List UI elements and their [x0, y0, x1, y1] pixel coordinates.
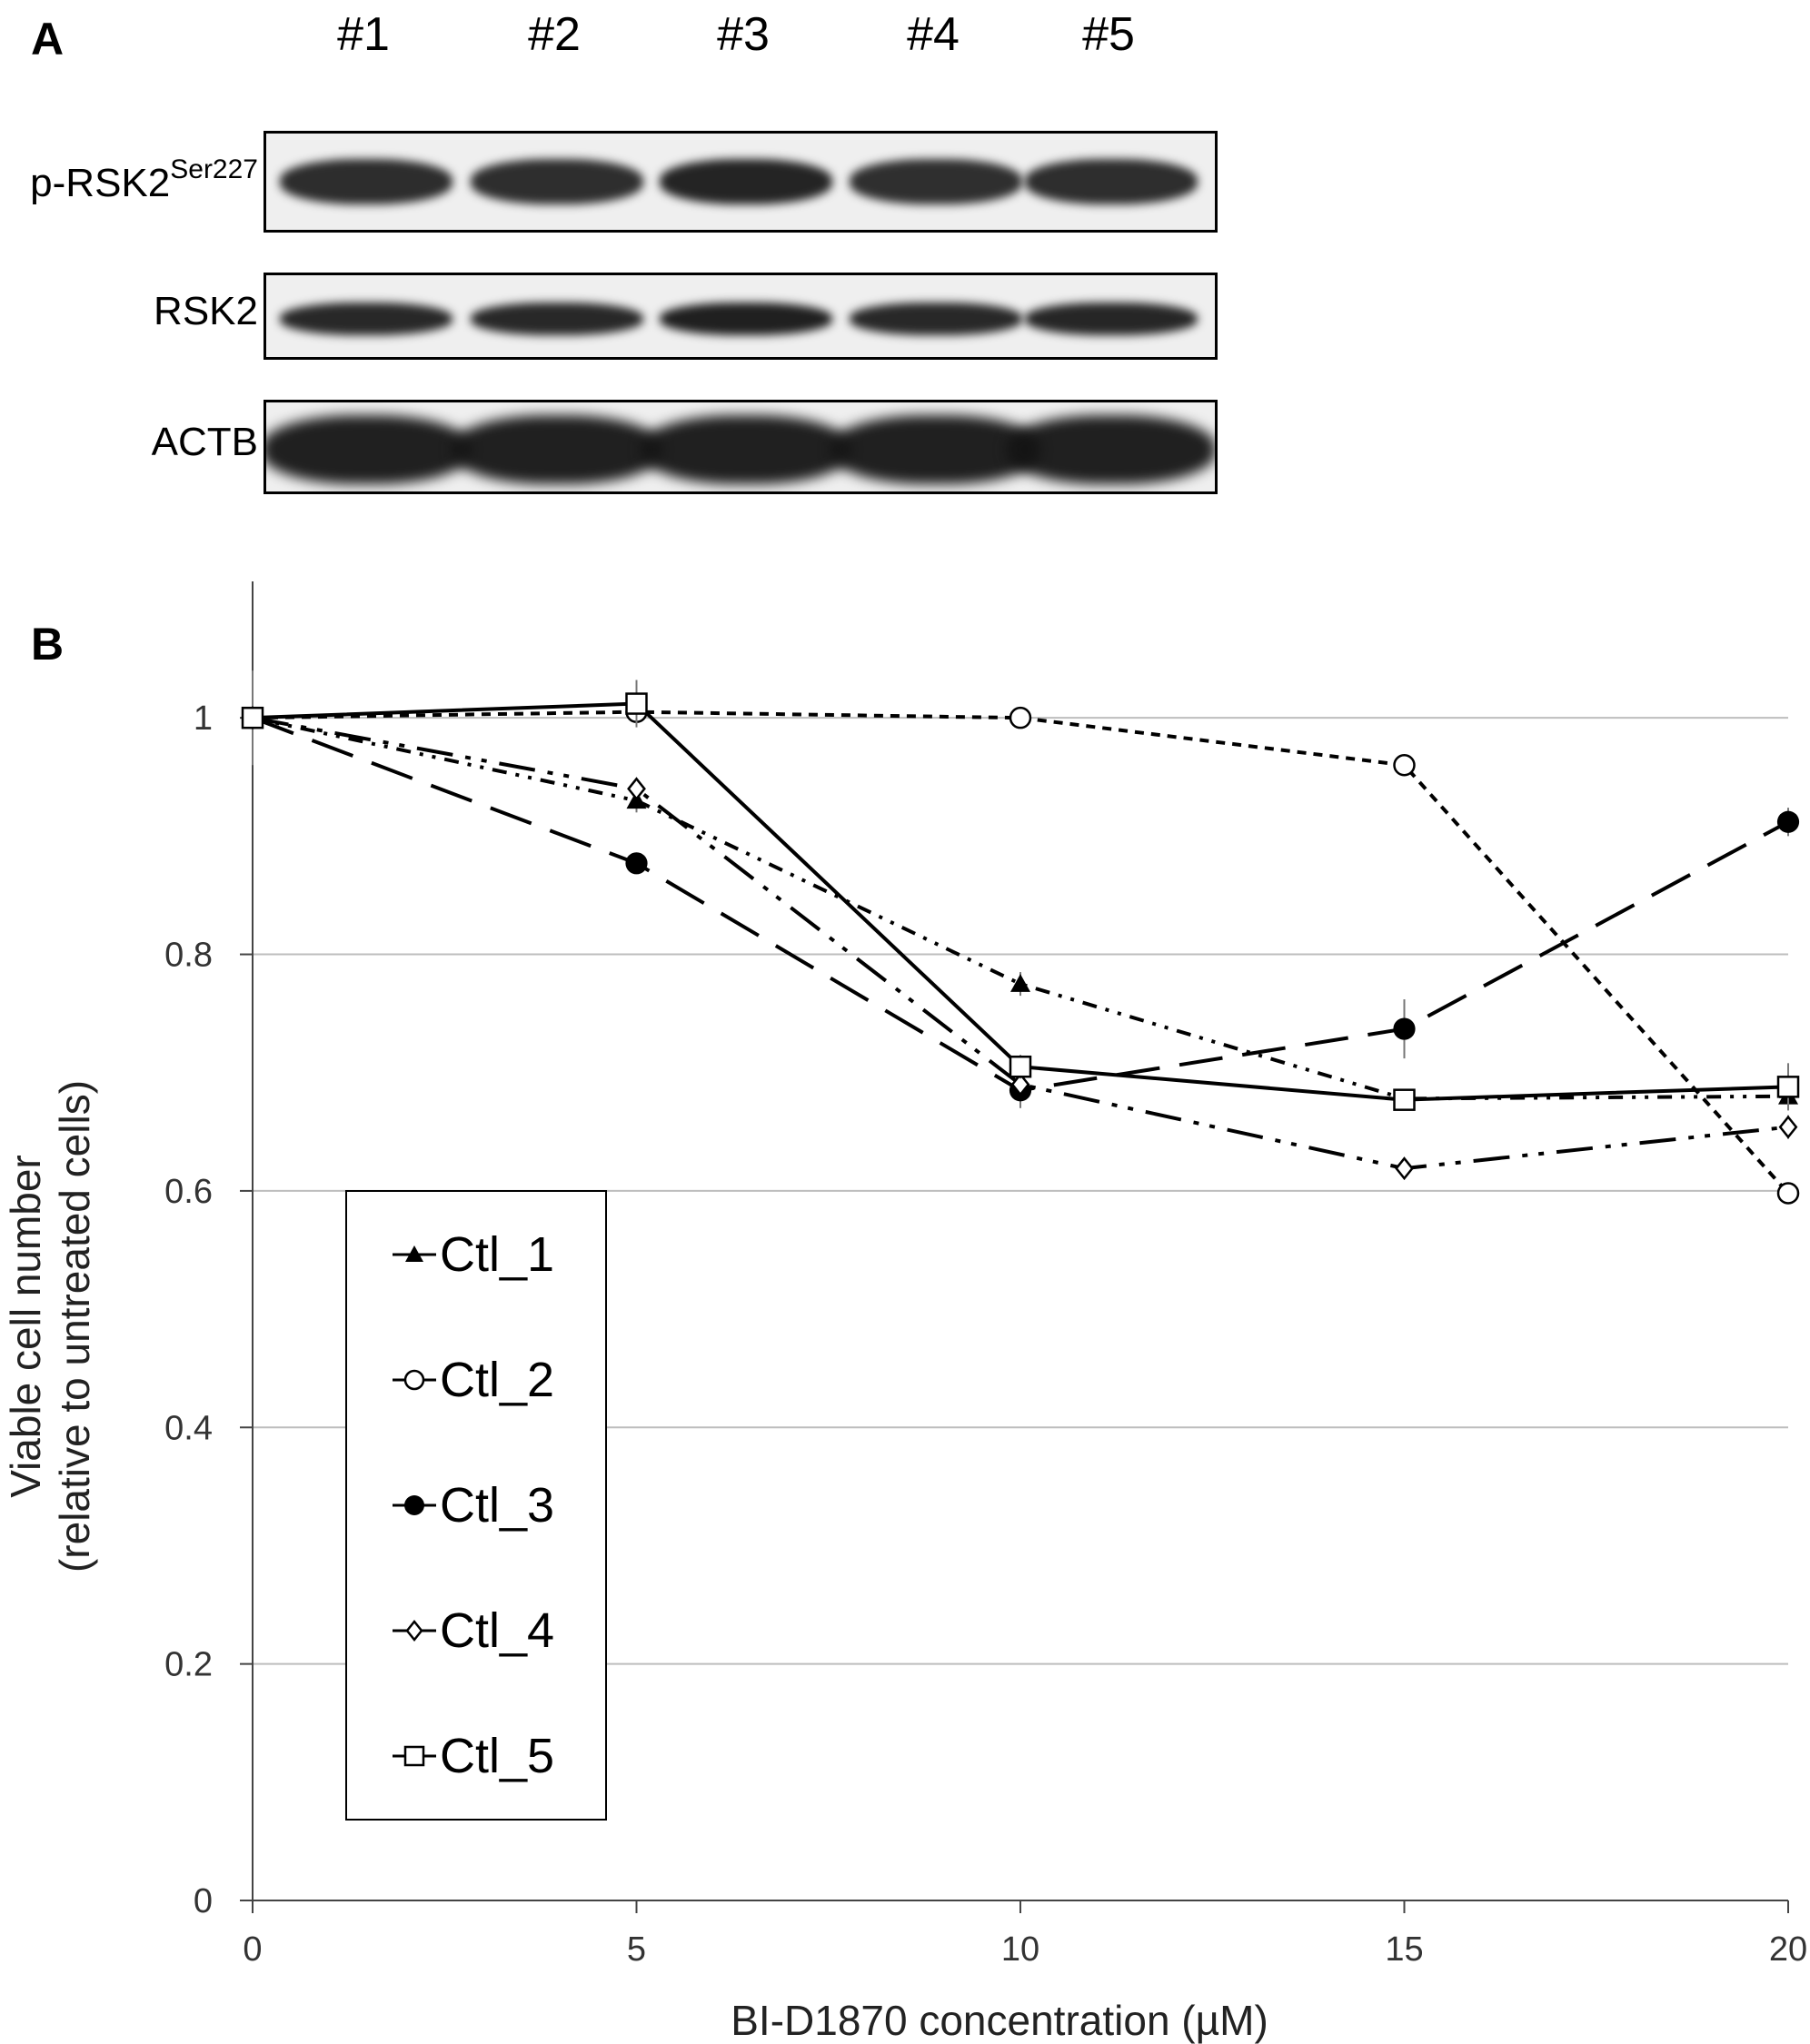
data-point — [405, 1245, 423, 1262]
data-point — [1776, 1182, 1800, 1205]
series-Ctl_3 — [241, 707, 1800, 1108]
y-axis-title-line1: Viable cell number — [2, 1155, 49, 1498]
x-tick-label: 10 — [1001, 1930, 1039, 1969]
blot-band — [660, 303, 832, 335]
lane-label: #3 — [717, 8, 770, 61]
legend-item: Ctl_5 — [391, 1728, 554, 1784]
blot-band — [850, 159, 1022, 204]
data-point — [404, 1495, 424, 1515]
data-point — [1009, 1055, 1032, 1078]
blot-row-label: RSK2 — [0, 289, 258, 334]
data-point — [625, 852, 648, 875]
axes — [240, 581, 1789, 1913]
series-Ctl_2 — [241, 700, 1800, 1205]
data-point — [1395, 1156, 1414, 1181]
y-tick-label: 0.8 — [164, 937, 213, 975]
x-tick-label: 20 — [1769, 1930, 1807, 1969]
lane-label: #1 — [337, 8, 390, 61]
data-point — [1010, 1072, 1030, 1096]
legend-label: Ctl_4 — [440, 1603, 555, 1658]
blot-band — [1025, 303, 1198, 335]
tick-labels: 00.20.40.60.810 5 10 15 20 — [164, 700, 1807, 1969]
legend-item: Ctl_3 — [391, 1477, 554, 1533]
blot-strip — [264, 273, 1218, 360]
legend-label: Ctl_1 — [440, 1227, 555, 1282]
blot-band — [280, 159, 452, 204]
blot-row-superscript: Ser227 — [170, 154, 258, 184]
legend-label: Ctl_3 — [440, 1478, 555, 1533]
series-line — [252, 716, 1789, 1093]
series-layer — [241, 670, 1800, 1205]
blot-band — [641, 415, 850, 484]
blot-band — [452, 415, 661, 484]
blot-band — [471, 303, 643, 335]
data-point — [1778, 1115, 1798, 1139]
legend-item: Ctl_2 — [391, 1352, 554, 1408]
data-point — [1393, 1017, 1416, 1040]
blot-band — [471, 159, 643, 204]
y-tick-label: 0 — [194, 1882, 213, 1920]
blot-strip — [264, 131, 1218, 233]
series-line — [252, 701, 1789, 1102]
data-point — [241, 706, 264, 729]
data-point — [403, 1745, 425, 1767]
legend-label: Ctl_2 — [440, 1353, 555, 1407]
data-point — [403, 1369, 425, 1391]
x-axis-title: BI-D1870 concentration (µM) — [731, 1997, 1268, 2044]
lane-label: #5 — [1082, 8, 1135, 61]
legend-item: Ctl_1 — [391, 1226, 554, 1283]
blot-band — [266, 415, 471, 484]
blot-strip — [264, 400, 1218, 494]
blot-band — [831, 415, 1040, 484]
series-Ctl_5 — [241, 680, 1800, 1111]
blot-row-label: p-RSK2Ser227 — [0, 154, 258, 206]
data-point — [405, 1619, 423, 1642]
lane-label: #4 — [907, 8, 960, 61]
legend-swatch — [393, 1245, 436, 1262]
data-point — [1776, 1076, 1800, 1098]
blot-band — [280, 303, 452, 335]
data-point — [627, 777, 646, 801]
data-point — [1776, 810, 1800, 833]
legend-swatch — [393, 1495, 436, 1515]
legend-swatch — [393, 1745, 436, 1767]
series-line — [252, 709, 1790, 1195]
panel-b-letter: B — [31, 619, 65, 670]
series-Ctl_1 — [243, 670, 1798, 1108]
series-line — [252, 716, 1789, 1171]
legend-swatch — [393, 1619, 436, 1642]
legend-swatch — [393, 1369, 436, 1391]
data-point — [1393, 754, 1416, 777]
series-line — [252, 716, 1789, 1101]
data-point — [1010, 974, 1030, 992]
blot-row-name: RSK2 — [154, 289, 258, 333]
line-chart: 00.20.40.60.810 5 10 15 20 BI-D1870 concentr… — [2, 581, 1807, 2044]
data-point — [625, 692, 648, 715]
blot-band — [850, 303, 1022, 335]
panel-a-letter: A — [31, 14, 65, 64]
legend-label: Ctl_5 — [440, 1729, 555, 1783]
y-axis-title-line2: (relative to untreated cells) — [51, 1080, 98, 1573]
blot-band — [660, 159, 832, 204]
blot-row-name: ACTB — [151, 420, 258, 464]
chart-legend — [345, 1190, 607, 1821]
y-tick-label: 0.6 — [164, 1173, 213, 1211]
x-tick-label: 0 — [243, 1930, 262, 1969]
x-tick-label: 15 — [1385, 1930, 1423, 1969]
blot-row-name: p-RSK2 — [30, 161, 171, 205]
blot-row-label: ACTB — [0, 420, 258, 465]
y-tick-label: 0.2 — [164, 1646, 213, 1684]
data-point — [1393, 1088, 1416, 1111]
x-tick-label: 5 — [627, 1930, 646, 1969]
data-point — [1009, 706, 1032, 729]
blot-band — [1007, 415, 1215, 484]
y-tick-label: 1 — [194, 700, 213, 738]
blot-band — [1025, 159, 1198, 204]
y-tick-label: 0.4 — [164, 1409, 213, 1447]
legend-item: Ctl_4 — [391, 1602, 554, 1659]
lane-label: #2 — [528, 8, 581, 61]
